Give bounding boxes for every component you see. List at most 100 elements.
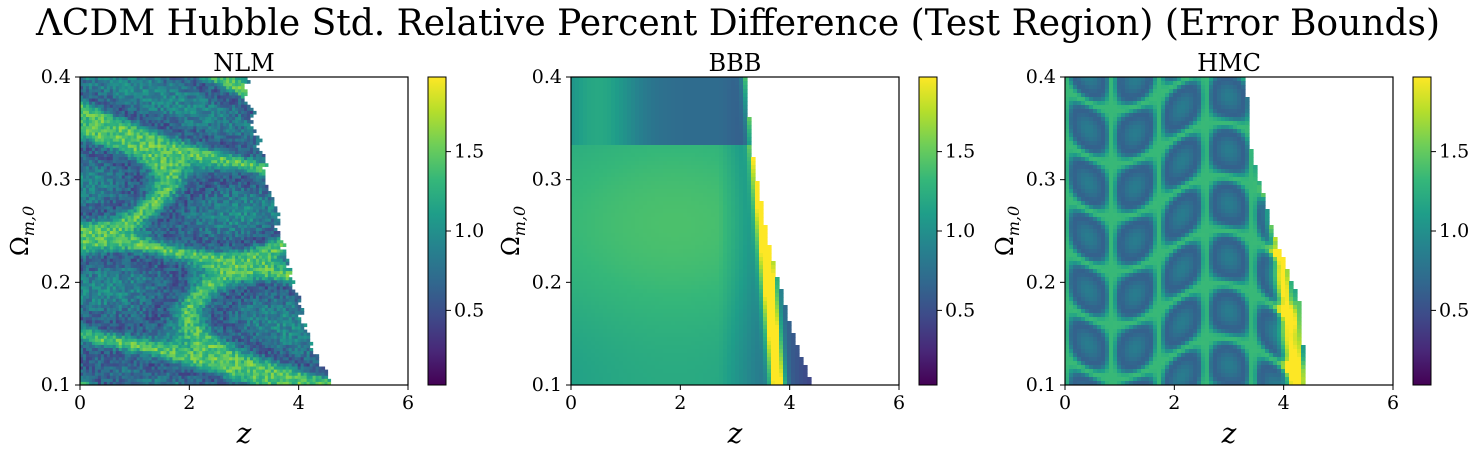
heatmap-cell [187,154,191,158]
heatmap-cell [130,261,135,266]
heatmap-cell [169,95,174,100]
heatmap-cell [199,252,203,257]
heatmap-cell [261,295,266,300]
heatmap-cell [124,224,129,229]
heatmap-cell [80,197,84,201]
heatmap-cell [136,144,141,149]
heatmap-cell [193,101,197,106]
heatmap-cell [223,311,227,315]
heatmap-cell [94,255,99,260]
heatmap-cell [214,308,218,312]
heatmap-cell [97,172,102,177]
heatmap-cell [115,172,120,177]
heatmap-cell [220,246,224,251]
heatmap-cell [169,150,174,155]
heatmap-cell [163,234,168,238]
heatmap-cell [229,104,233,109]
heatmap-cell [229,227,233,232]
heatmap-cell [136,237,141,241]
heatmap-cell [169,271,174,275]
heatmap-cell [148,209,153,214]
heatmap-cell [163,147,168,152]
heatmap-cell [154,175,159,180]
heatmap-cell [118,178,123,183]
heatmap-cell [130,258,135,263]
heatmap-cell [241,184,245,189]
heatmap-cell [187,95,191,100]
heatmap-cell [235,104,239,109]
heatmap-cell [205,120,209,124]
heatmap-cell [136,157,141,161]
heatmap-cell [255,166,260,170]
heatmap-cell [244,150,248,155]
heatmap-cell [136,80,141,84]
heatmap-cell [151,135,156,140]
heatmap-cell [187,104,191,109]
heatmap-cell [252,267,257,272]
heatmap-cell [169,274,174,278]
heatmap-cell [270,240,275,244]
heatmap-cell [279,286,284,291]
heatmap-cell [235,271,239,275]
heatmap-cell [154,123,159,127]
heatmap-cell [151,280,156,284]
heatmap-cell [151,255,156,260]
heatmap-cell [214,89,218,93]
heatmap-cell [261,234,266,238]
heatmap-cell [121,261,126,266]
heatmap-cell [112,267,117,272]
heatmap-cell [88,166,93,170]
heatmap-cell [124,166,129,170]
heatmap-cell [103,271,108,275]
heatmap-cell [106,178,111,183]
heatmap-cell [211,264,215,269]
heatmap-cell [229,144,233,149]
heatmap-cell [175,104,179,109]
heatmap-cell [258,311,263,315]
heatmap-cell [229,249,233,254]
heatmap-cell [187,271,191,275]
heatmap-cell [220,160,224,164]
heatmap-cell [145,150,150,155]
heatmap-cell [181,286,185,291]
heatmap-cell [133,234,138,238]
heatmap-cell [241,283,245,288]
heatmap-cell [121,234,126,238]
heatmap-cell [241,255,245,260]
heatmap-cell [139,231,144,235]
heatmap-cell [130,203,135,207]
heatmap-cell [139,277,144,281]
heatmap-cell [151,289,156,294]
heatmap-cell [130,314,135,318]
heatmap-cell [208,243,212,247]
heatmap-cell [273,255,278,260]
heatmap-cell [151,227,156,232]
heatmap-cell [136,104,141,109]
heatmap-cell [258,215,263,220]
heatmap-cell [172,160,177,164]
heatmap-cell [118,212,123,217]
heatmap-cell [205,80,209,84]
heatmap-cell [121,194,126,198]
heatmap-cell [121,264,126,269]
heatmap-cell [154,308,159,312]
heatmap-cell [94,292,99,297]
heatmap-cell [175,157,179,161]
heatmap-cell [148,234,153,238]
heatmap-cell [100,206,105,211]
heatmap-cell [229,209,233,214]
heatmap-cell [130,200,135,204]
heatmap-cell [220,271,224,275]
heatmap-cell [193,243,197,247]
heatmap-cell [249,292,254,297]
heatmap-cell [196,169,200,174]
heatmap-cell [100,141,105,146]
heatmap-cell [100,234,105,238]
heatmap-cell [235,231,239,235]
heatmap-cell [241,301,245,306]
heatmap-cell [205,129,209,134]
heatmap-cell [115,107,120,112]
heatmap-cell [220,311,224,315]
heatmap-cell [249,215,254,220]
heatmap-cell [235,209,239,214]
